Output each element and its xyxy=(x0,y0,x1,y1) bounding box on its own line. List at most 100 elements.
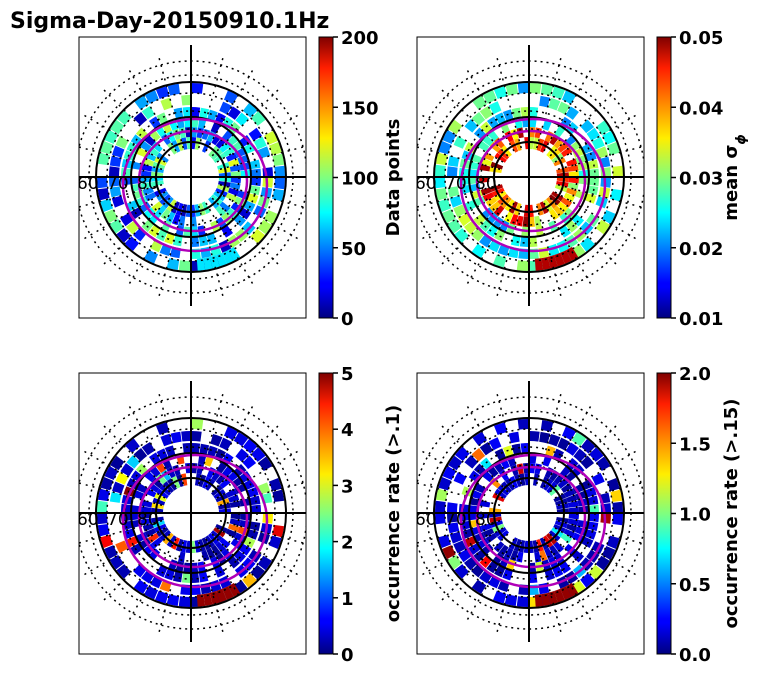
heatmap-cell xyxy=(124,236,140,251)
heatmap-cell xyxy=(135,147,148,158)
heatmap-cell xyxy=(272,489,285,503)
mlt-gridline xyxy=(216,448,303,499)
heatmap-cell xyxy=(97,187,110,201)
heatmap-cell xyxy=(97,513,108,525)
heatmap-cell xyxy=(506,559,516,571)
mlt-gridline xyxy=(543,65,594,152)
mlt-gridline xyxy=(157,53,184,149)
latitude-label: 60 xyxy=(77,174,99,194)
heatmap-cell xyxy=(539,550,548,562)
colorbar-tick-label: 5 xyxy=(341,364,354,385)
heatmap-cell xyxy=(170,431,182,444)
auroral-oval-inner xyxy=(475,129,587,233)
heatmap-cell xyxy=(606,477,620,492)
heatmap-cell xyxy=(544,547,554,560)
heatmap-cell xyxy=(227,187,240,197)
heatmap-cell xyxy=(572,483,585,494)
heatmap-cell xyxy=(160,208,171,221)
heatmap-cell xyxy=(573,448,587,463)
polar-plot-area: 60 70 80 xyxy=(417,381,644,642)
heatmap-cell xyxy=(218,172,231,177)
heatmap-cell xyxy=(196,258,206,271)
heatmap-cell xyxy=(272,524,285,538)
heatmap-cell xyxy=(100,534,114,549)
heatmap-cell xyxy=(489,201,501,212)
heatmap-cell xyxy=(251,447,266,462)
heatmap-cell xyxy=(472,431,487,446)
heatmap-cell xyxy=(438,141,452,155)
heatmap-cell xyxy=(164,568,175,581)
heatmap-cell xyxy=(516,551,524,563)
heatmap-cell xyxy=(529,107,539,118)
heatmap-cell xyxy=(141,500,153,508)
heatmap-cell xyxy=(120,463,134,477)
heatmap-cell xyxy=(126,455,141,469)
heatmap-cell xyxy=(160,433,173,447)
mlt-gridline xyxy=(536,205,563,301)
heatmap-cell xyxy=(464,535,477,548)
heatmap-cell xyxy=(228,494,240,503)
heatmap-cell xyxy=(588,564,603,580)
heatmap-cell xyxy=(198,571,209,583)
heatmap-cell xyxy=(447,513,458,523)
heatmap-cell xyxy=(173,107,184,119)
heatmap-cell xyxy=(172,570,183,583)
latitude-label: 70 xyxy=(445,174,467,194)
heatmap-cell xyxy=(210,121,221,134)
heatmap-cell xyxy=(225,152,238,162)
heatmap-cell xyxy=(230,513,241,520)
heatmap-cell xyxy=(557,437,570,451)
heatmap-cell xyxy=(517,83,529,94)
mlt-gridline xyxy=(211,533,283,605)
heatmap-cell xyxy=(529,572,538,583)
heatmap-cell xyxy=(97,500,108,513)
heatmap-cell xyxy=(534,594,544,607)
heatmap-cell xyxy=(529,204,534,217)
heatmap-cell xyxy=(557,201,569,213)
latitude-label: 80 xyxy=(475,510,497,530)
mlt-gridline xyxy=(554,112,641,163)
heatmap-cell xyxy=(167,83,181,96)
heatmap-cell xyxy=(203,256,213,270)
mlt-gridline xyxy=(198,389,225,485)
mlt-gridline xyxy=(464,65,515,152)
heatmap-cell xyxy=(249,495,261,506)
heatmap-cell xyxy=(612,513,623,526)
heatmap-cell xyxy=(141,170,152,177)
heatmap-cell xyxy=(191,431,202,442)
heatmap-cell xyxy=(534,551,542,563)
heatmap-cell xyxy=(529,540,534,553)
colorbar-tick-label: 0.03 xyxy=(679,169,723,190)
heatmap-cell xyxy=(520,107,529,118)
heatmap-cell xyxy=(489,513,502,518)
heatmap-cell xyxy=(126,142,140,154)
heatmap-cell xyxy=(568,177,579,184)
colorbar-label: occurrence rate (>.15) xyxy=(721,399,742,629)
heatmap-cell xyxy=(472,95,487,110)
heatmap-cell xyxy=(606,535,620,549)
heatmap-cell xyxy=(186,137,191,150)
auroral-oval-inner xyxy=(137,465,249,569)
heatmap-cell xyxy=(516,215,524,227)
heatmap-cell xyxy=(112,145,125,158)
heatmap-cell xyxy=(548,434,561,447)
mlt-gridline xyxy=(99,421,171,493)
heatmap-cell xyxy=(447,522,460,534)
mlt-gridline xyxy=(79,448,166,499)
heatmap-cell xyxy=(572,147,585,158)
heatmap-cell xyxy=(250,168,261,177)
heatmap-cell xyxy=(268,141,282,156)
colorbar-label: occurrence rate (>.1) xyxy=(383,405,404,622)
mlt-gridline xyxy=(219,145,306,170)
colorbar-2: 0.01 0.02 0.03 0.04 0.05 mean σϕ xyxy=(656,28,749,330)
heatmap-cell xyxy=(97,152,110,166)
heatmap-cell xyxy=(471,111,486,126)
heatmap-cell xyxy=(442,545,456,560)
mlt-gridline xyxy=(437,421,509,493)
colorbar-tick-label: 1 xyxy=(341,589,354,610)
heatmap-cell xyxy=(248,185,261,196)
heatmap-cell xyxy=(524,137,529,150)
mlt-gridline xyxy=(549,421,621,493)
heatmap-cell xyxy=(447,219,462,234)
heatmap-cell xyxy=(539,431,551,444)
